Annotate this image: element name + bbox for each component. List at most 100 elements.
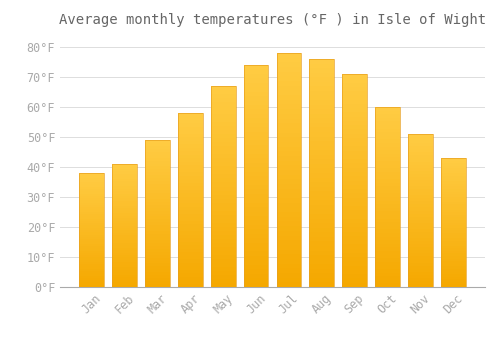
Bar	[441, 184, 466, 187]
Bar	[145, 249, 170, 252]
Bar	[276, 62, 301, 67]
Bar	[441, 163, 466, 166]
Bar	[211, 227, 236, 231]
Bar	[276, 109, 301, 114]
Bar	[310, 73, 334, 77]
Bar	[408, 192, 433, 195]
Bar	[178, 113, 203, 287]
Bar	[276, 245, 301, 250]
Bar	[178, 224, 203, 228]
Bar	[244, 127, 268, 132]
Bar	[80, 214, 104, 216]
Bar	[211, 279, 236, 283]
Bar	[441, 253, 466, 256]
Bar	[342, 125, 367, 130]
Bar	[145, 169, 170, 172]
Bar	[441, 223, 466, 225]
Bar	[342, 138, 367, 142]
Bar	[211, 126, 236, 130]
Bar	[310, 177, 334, 182]
Bar	[441, 215, 466, 217]
Bar	[112, 174, 137, 176]
Bar	[145, 205, 170, 208]
Bar	[211, 98, 236, 102]
Bar	[211, 243, 236, 247]
Bar	[145, 252, 170, 255]
Bar	[376, 208, 400, 211]
Title: Average monthly temperatures (°F ) in Isle of Wight: Average monthly temperatures (°F ) in Is…	[59, 13, 486, 27]
Bar	[145, 240, 170, 243]
Bar	[178, 141, 203, 144]
Bar	[376, 229, 400, 233]
Bar	[310, 96, 334, 100]
Bar	[145, 278, 170, 281]
Bar	[376, 284, 400, 287]
Bar	[310, 255, 334, 260]
Bar	[342, 202, 367, 206]
Bar	[178, 245, 203, 249]
Bar	[244, 238, 268, 243]
Bar	[342, 146, 367, 151]
Bar	[376, 128, 400, 132]
Bar	[80, 251, 104, 253]
Bar	[310, 68, 334, 73]
Bar	[112, 248, 137, 250]
Bar	[112, 253, 137, 255]
Bar	[80, 248, 104, 251]
Bar	[178, 151, 203, 155]
Bar	[112, 240, 137, 243]
Bar	[441, 181, 466, 184]
Bar	[408, 149, 433, 152]
Bar	[310, 251, 334, 255]
Bar	[80, 246, 104, 248]
Bar	[276, 86, 301, 90]
Bar	[342, 117, 367, 121]
Bar	[211, 118, 236, 122]
Bar	[376, 183, 400, 186]
Bar	[211, 94, 236, 98]
Bar	[80, 189, 104, 191]
Bar	[244, 163, 268, 167]
Bar	[112, 203, 137, 206]
Bar	[211, 158, 236, 162]
Bar	[276, 236, 301, 240]
Bar	[112, 270, 137, 272]
Bar	[80, 207, 104, 210]
Bar	[80, 275, 104, 278]
Bar	[80, 187, 104, 189]
Bar	[276, 100, 301, 105]
Bar	[244, 114, 268, 118]
Bar	[112, 198, 137, 201]
Bar	[376, 201, 400, 204]
Bar	[441, 217, 466, 220]
Bar	[145, 199, 170, 202]
Bar	[310, 136, 334, 141]
Bar	[441, 228, 466, 230]
Bar	[244, 282, 268, 287]
Bar	[441, 279, 466, 282]
Bar	[178, 169, 203, 172]
Bar	[276, 179, 301, 184]
Bar	[112, 233, 137, 235]
Bar	[211, 203, 236, 206]
Bar	[342, 104, 367, 108]
Bar	[408, 241, 433, 244]
Bar	[441, 220, 466, 223]
Bar	[145, 190, 170, 193]
Bar	[310, 200, 334, 205]
Bar	[211, 154, 236, 158]
Bar	[211, 211, 236, 215]
Bar	[211, 86, 236, 90]
Bar	[276, 156, 301, 161]
Bar	[112, 189, 137, 191]
Bar	[441, 187, 466, 189]
Bar	[376, 211, 400, 215]
Bar	[178, 193, 203, 196]
Bar	[112, 228, 137, 230]
Bar	[112, 172, 137, 174]
Bar	[342, 197, 367, 202]
Bar	[211, 195, 236, 198]
Bar	[244, 96, 268, 100]
Bar	[178, 262, 203, 266]
Bar	[376, 233, 400, 237]
